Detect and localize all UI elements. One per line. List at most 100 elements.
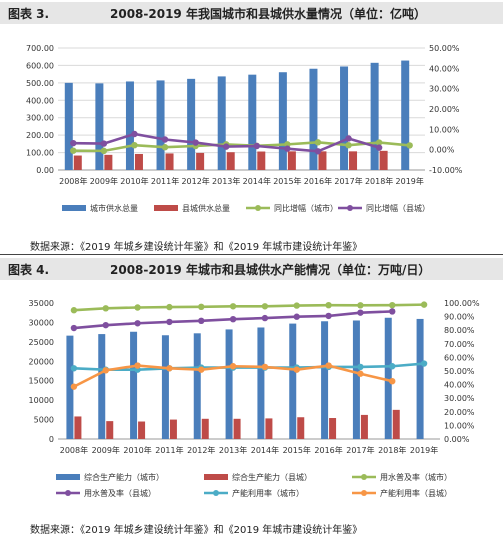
- bar-city: [156, 80, 165, 170]
- series-point: [253, 142, 260, 150]
- series-point: [100, 147, 108, 155]
- x-tick-label: 2016年: [304, 176, 332, 186]
- figure-1-header: 图表 3. 2008-2019 年我国城市和县城供水量情况（单位：亿吨）: [0, 2, 503, 24]
- x-tick-label: 2009年: [92, 445, 120, 455]
- y-left-tick-label: 5000: [34, 416, 54, 425]
- y-left-tick-label: 20000: [29, 357, 54, 366]
- series-point: [70, 365, 78, 372]
- y-left-tick-label: 25000: [29, 338, 54, 347]
- chart-1-water-supply: 0.00 100.00 200.00 300.00 400.00 500.00 600.00…: [26, 44, 463, 213]
- bar-city: [370, 62, 379, 170]
- legend-label: 用水普及率（县城）: [84, 488, 156, 498]
- series-point: [229, 315, 237, 323]
- y-right-tick-label: 20.00%: [429, 105, 460, 114]
- legend-label: 产能利用率（县城）: [380, 488, 452, 498]
- series-point: [70, 139, 77, 147]
- y-right-tick-label: -10.00%: [429, 166, 463, 175]
- figure-1-title: 2008-2019 年我国城市和县城供水量情况（单位：亿吨）: [110, 7, 426, 21]
- figure-2-header: 图表 4. 2008-2019 年城市和县城供水产能情况（单位：万吨/日）: [0, 258, 503, 280]
- bar-county: [134, 153, 143, 170]
- legend-label: 城市供水总量: [90, 203, 138, 213]
- series-point: [223, 143, 230, 150]
- bar-city: [193, 333, 201, 439]
- bar-county: [360, 414, 368, 439]
- bar-city: [187, 78, 196, 170]
- y-right-tick-label: 30.00%: [429, 85, 460, 94]
- series-point: [325, 362, 332, 369]
- series-point: [357, 363, 364, 371]
- series-point: [166, 365, 173, 372]
- bar-city: [130, 331, 138, 439]
- x-tick-label: 2016年: [314, 445, 342, 455]
- y-left-tick-label: 15000: [29, 377, 54, 386]
- y-right-tick-label: 10.00%: [444, 421, 475, 430]
- bar-city: [384, 317, 392, 439]
- series-point: [345, 141, 352, 149]
- series-point: [198, 366, 205, 373]
- x-tick-label: 2011年: [151, 176, 179, 186]
- y-left-tick-label: 700.00: [26, 44, 54, 53]
- figure-2-title: 2008-2019 年城市和县城供水产能情况（单位：万吨/日）: [110, 263, 431, 277]
- bar-county: [233, 418, 241, 439]
- legend-label: 用水普及率（城市）: [380, 472, 452, 482]
- divider: [0, 254, 503, 255]
- x-tick-label: 2017年: [346, 445, 374, 455]
- x-tick-label: 2014年: [251, 445, 279, 455]
- y-right-tick-label: 40.00%: [429, 64, 460, 73]
- series-point: [70, 324, 78, 332]
- legend-swatch: [62, 205, 86, 211]
- bar-city: [95, 83, 104, 170]
- series-point: [100, 140, 108, 147]
- bar-county: [226, 152, 235, 170]
- bar-county: [74, 416, 82, 439]
- series-point: [284, 145, 291, 152]
- series-point: [389, 308, 396, 315]
- series-point: [134, 362, 141, 369]
- legend-swatch: [56, 474, 80, 480]
- y-right-tick-label: 0.00%: [429, 146, 455, 155]
- series-point: [375, 139, 383, 146]
- series-point: [70, 307, 78, 314]
- bar-county: [392, 409, 400, 439]
- bar-county: [287, 151, 296, 170]
- bar-county: [104, 154, 113, 170]
- series-point: [134, 304, 141, 311]
- x-tick-label: 2008年: [59, 176, 87, 186]
- bar-city: [225, 329, 233, 439]
- legend-label: 产能利用率（城市）: [232, 488, 304, 498]
- bar-city: [217, 76, 226, 170]
- series-point: [357, 309, 364, 316]
- figure-1-label: 图表 3.: [8, 7, 50, 21]
- bar-county: [138, 421, 146, 439]
- x-tick-label: 2010年: [123, 445, 151, 455]
- series-point: [198, 303, 205, 311]
- bar-city: [248, 74, 257, 170]
- y-right-tick-label: 20.00%: [444, 408, 475, 417]
- series-point: [357, 370, 364, 377]
- series-point: [325, 301, 332, 309]
- series-point: [293, 302, 300, 309]
- x-tick-label: 2017年: [334, 176, 362, 186]
- legend-swatch-marker: [213, 490, 219, 496]
- bar-city: [257, 327, 265, 439]
- series-point: [166, 318, 173, 326]
- bar-county: [297, 417, 305, 439]
- y-right-tick-label: 60.00%: [444, 353, 475, 362]
- legend-label: 同比增幅（城市）: [274, 203, 338, 213]
- x-tick-label: 2012年: [181, 176, 209, 186]
- series-point: [192, 139, 199, 146]
- series-point: [102, 367, 109, 374]
- y-left-tick-label: 30000: [29, 318, 54, 327]
- series-point: [102, 321, 109, 329]
- x-tick-label: 2019年: [396, 176, 424, 186]
- legend-swatch-marker: [347, 205, 353, 211]
- bar-county: [329, 418, 337, 439]
- series-line-0: [73, 303, 425, 312]
- series-point: [161, 136, 169, 143]
- series-point: [293, 313, 300, 320]
- series-point: [420, 301, 428, 308]
- series-point: [261, 363, 269, 371]
- figure-1-source: 数据来源：《2019 年城乡建设统计年鉴》和《2019 年城市建设统计年鉴》: [30, 242, 363, 253]
- series-point: [229, 363, 237, 370]
- series-point: [70, 383, 78, 390]
